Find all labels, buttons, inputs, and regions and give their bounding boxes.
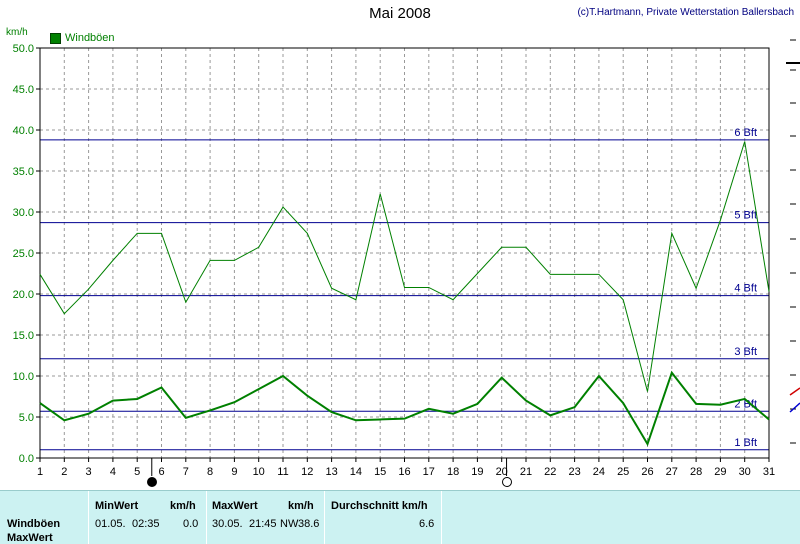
max-time: 21:45 — [249, 518, 277, 530]
x-tick-label: 9 — [231, 466, 237, 478]
row-maxwert-label: MaxWert — [7, 532, 53, 544]
beaufort-label: 5 Bft — [734, 210, 757, 222]
legend-label: Windböen — [65, 32, 115, 44]
x-tick-label: 16 — [398, 466, 410, 478]
beaufort-label: 1 Bft — [734, 437, 757, 449]
max-unit-header: km/h — [288, 500, 314, 512]
y-tick-label: 10.0 — [13, 371, 34, 383]
x-tick-label: 31 — [763, 466, 775, 478]
x-tick-label: 30 — [739, 466, 751, 478]
x-tick-label: 24 — [593, 466, 605, 478]
x-tick-label: 12 — [301, 466, 313, 478]
chart-title: Mai 2008 — [369, 5, 431, 22]
x-tick-label: 15 — [374, 466, 386, 478]
beaufort-label: 4 Bft — [734, 283, 757, 295]
x-tick-label: 13 — [325, 466, 337, 478]
series-lines — [39, 141, 770, 447]
x-tick-label: 2 — [61, 466, 67, 478]
y-axis-unit: km/h — [6, 27, 28, 38]
y-tick-label: 25.0 — [13, 248, 34, 260]
beaufort-label: 6 Bft — [734, 127, 757, 139]
x-tick-label: 1 — [37, 466, 43, 478]
x-tick-label: 8 — [207, 466, 213, 478]
axes: 0.0 5.0 10.0 15.0 20.0 25.0 30.0 35.0 40.0 45.0 50… — [13, 43, 776, 478]
min-value: 0.0 — [183, 518, 199, 530]
y-tick-label: 30.0 — [13, 207, 34, 219]
beaufort-label: 3 Bft — [734, 346, 757, 358]
beaufort-label: 2 Bft — [734, 398, 757, 410]
x-tick-label: 10 — [253, 466, 265, 478]
min-time: 02:35 — [132, 518, 160, 530]
min-unit-header: km/h — [170, 500, 196, 512]
y-tick-label: 20.0 — [13, 289, 34, 301]
beaufort-lines: 1 Bft 2 Bft 3 Bft 4 Bft 5 Bft 6 Bft — [40, 127, 769, 451]
x-tick-label: 26 — [641, 466, 653, 478]
x-tick-label: 11 — [277, 466, 288, 478]
average-value: 6.6 — [419, 518, 435, 530]
y-tick-label: 50.0 — [13, 43, 34, 55]
x-tick-label: 4 — [110, 466, 116, 478]
y-tick-label: 35.0 — [13, 166, 34, 178]
x-tick-label: 21 — [520, 466, 532, 478]
wind-direction-marker-red — [789, 387, 800, 396]
x-tick-label: 14 — [350, 466, 362, 478]
y-tick-label: 40.0 — [13, 125, 34, 137]
min-header: MinWert — [95, 500, 139, 512]
new-moon-marker — [146, 477, 157, 487]
y-tick-label: 45.0 — [13, 84, 34, 96]
x-tick-label: 5 — [134, 466, 140, 478]
x-tick-label: 29 — [714, 466, 726, 478]
x-tick-label: 7 — [183, 466, 189, 478]
row-windboeen-label: Windböen — [7, 518, 61, 530]
x-tick-label: 3 — [86, 466, 92, 478]
x-tick-label: 20 — [496, 466, 508, 478]
series-windboeen-line — [39, 370, 770, 447]
line-chart: 1 Bft 2 Bft 3 Bft 4 Bft 5 Bft 6 Bft 0.0 5.0 10.… — [13, 39, 800, 478]
max-date: 30.05. — [212, 518, 243, 530]
series-maxwert-line — [39, 141, 770, 392]
min-date: 01.05. — [95, 518, 126, 530]
grid — [40, 48, 769, 458]
x-tick-label: 17 — [423, 466, 435, 478]
x-tick-label: 28 — [690, 466, 702, 478]
full-moon-marker — [501, 477, 512, 487]
y-tick-label: 15.0 — [13, 330, 34, 342]
avg-header: Durchschnitt km/h — [331, 500, 428, 512]
max-direction: NW — [280, 518, 299, 530]
copyright-text: (c)T.Hartmann, Private Wetterstation Bal… — [577, 7, 794, 18]
x-tick-label: 18 — [447, 466, 459, 478]
x-tick-label: 6 — [158, 466, 164, 478]
max-header: MaxWert — [212, 500, 258, 512]
wind-direction-marker-blue — [789, 402, 800, 413]
max-value: 38.6 — [298, 518, 320, 530]
x-tick-label: 25 — [617, 466, 629, 478]
legend-swatch — [50, 32, 61, 44]
x-tick-label: 27 — [666, 466, 678, 478]
legend: Windböen — [50, 32, 115, 44]
x-tick-label: 19 — [471, 466, 483, 478]
y-tick-label: 0.0 — [19, 453, 34, 465]
x-tick-label: 22 — [544, 466, 556, 478]
summary-panel: MinWert km/h MaxWert km/h Durchschnitt k… — [0, 490, 800, 544]
y-tick-label: 5.0 — [19, 412, 34, 424]
x-tick-label: 23 — [568, 466, 580, 478]
right-side-markers — [786, 39, 800, 444]
